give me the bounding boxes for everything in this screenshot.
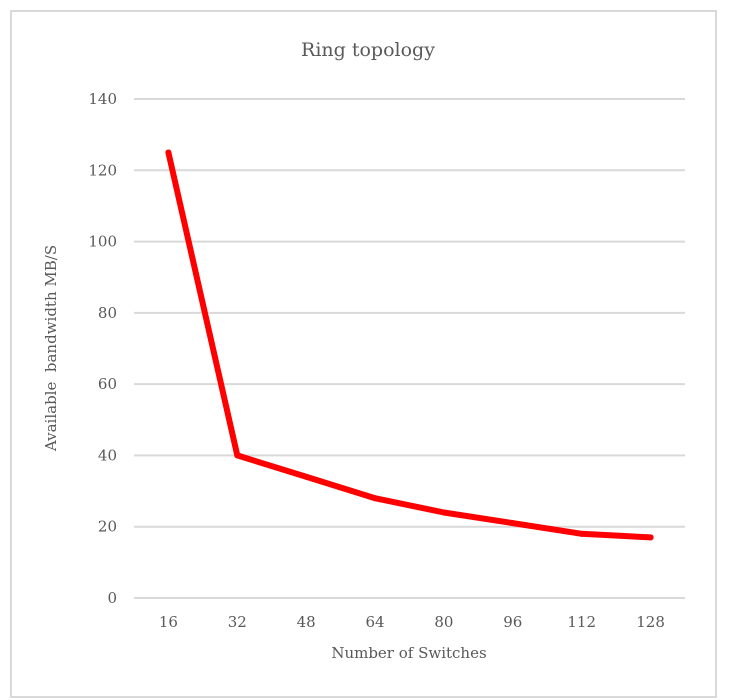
x-tick-label: 96 [503, 613, 522, 631]
chart-frame [10, 10, 717, 698]
series-group [165, 149, 654, 541]
y-tick-label: 100 [88, 233, 117, 251]
data-point [165, 149, 172, 156]
x-tick-label: 64 [366, 613, 385, 631]
y-tick-label: 20 [98, 518, 117, 536]
y-tick-label: 40 [98, 446, 117, 464]
x-axis-title: Number of Switches [331, 644, 486, 662]
y-tick-label: 120 [88, 161, 117, 179]
y-axis-title: Available bandwidth MB/S [42, 245, 60, 452]
data-point [509, 520, 516, 527]
y-tick-label: 0 [107, 589, 117, 607]
gridlines [134, 98, 685, 599]
x-tick-label: 112 [567, 613, 596, 631]
y-tick-label: 60 [98, 375, 117, 393]
data-point [440, 509, 447, 516]
data-point [578, 530, 585, 537]
data-point [303, 473, 310, 480]
x-tick-label: 16 [159, 613, 178, 631]
chart-title: Ring topology [301, 39, 435, 61]
x-tick-label: 128 [636, 613, 665, 631]
x-tick-label: 48 [297, 613, 316, 631]
data-point [647, 534, 654, 541]
data-point [372, 495, 379, 502]
y-axis-ticks: 0 20 40 60 80 100 120 140 [88, 90, 117, 607]
data-point [234, 452, 241, 459]
y-tick-label: 140 [88, 90, 117, 108]
x-axis-ticks: 16 32 48 64 80 96 112 128 [159, 613, 665, 631]
x-tick-label: 80 [434, 613, 453, 631]
y-tick-label: 80 [98, 304, 117, 322]
x-tick-label: 32 [228, 613, 247, 631]
series-line [165, 149, 654, 541]
